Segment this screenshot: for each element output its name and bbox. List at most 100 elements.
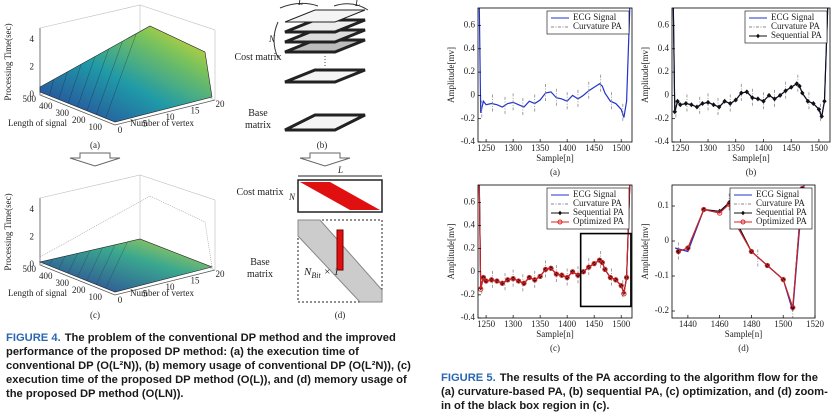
surface — [38, 238, 213, 293]
y-tick-label: 0.6 — [464, 196, 476, 206]
optimized-marker — [599, 259, 605, 266]
x-tick-label: 1250 — [477, 319, 496, 329]
x-tick-label: 20 — [216, 99, 226, 109]
sequential-marker — [683, 101, 689, 107]
y-tick-label: 0.4 — [464, 220, 476, 230]
surface-mesh — [58, 256, 66, 270]
z-tick-label: 0 — [30, 89, 35, 99]
x-tick-label: 10 — [166, 282, 176, 292]
y-axis-label: Amplitude[mv] — [640, 224, 650, 280]
matrix-dim: L — [337, 165, 343, 175]
x-axis-label: Sample[n] — [732, 153, 770, 163]
sequential-marker — [822, 98, 827, 104]
base-matrix — [284, 113, 366, 132]
y-tick-label: 300 — [56, 278, 70, 288]
sequential-marker — [694, 104, 700, 110]
optimized-marker — [607, 274, 614, 281]
y-tick-label: 100 — [89, 292, 103, 302]
optimized-marker — [542, 266, 549, 273]
figure-4-caption: FIGURE 4. The problem of the conventional… — [6, 331, 416, 401]
figure-5-caption: FIGURE 5. The results of the PA according… — [441, 371, 833, 413]
sequential-marker — [716, 104, 722, 110]
sequential-marker — [678, 102, 683, 108]
x-tick-label: 1250 — [477, 143, 496, 153]
legend-marker — [740, 219, 746, 225]
legend-label: ECG Signal — [756, 189, 800, 199]
x-axis-label: Sample[n] — [536, 329, 574, 339]
x-tick-label: 1400 — [558, 319, 577, 329]
sequential-marker — [700, 101, 705, 107]
optimized-marker — [602, 266, 608, 273]
y-tick-label: -0.2 — [461, 289, 475, 299]
surface-mesh — [86, 247, 103, 281]
panel-label: (a) — [90, 140, 100, 150]
optimized-marker — [586, 264, 592, 270]
legend-marker — [557, 219, 563, 225]
y-axis-label: Amplitude[mv] — [446, 47, 456, 103]
legend-label: Sequential PA — [573, 207, 624, 217]
y-tick-label: 200 — [72, 285, 86, 295]
y-tick-label: -0.2 — [461, 113, 475, 123]
y-tick-label: 0.2 — [464, 243, 475, 253]
optimized-marker — [478, 286, 484, 292]
optimized-marker — [553, 271, 560, 277]
optimized-marker — [701, 206, 707, 213]
surface-mesh — [49, 259, 53, 266]
y-axis-label: Length of signal — [8, 118, 67, 128]
surface — [39, 25, 213, 123]
axes-frame — [671, 7, 831, 143]
axis-frame — [139, 4, 216, 100]
nbit-label: NBit × 1 — [304, 266, 339, 280]
x-tick-label: 1500 — [612, 143, 631, 153]
optimized-marker — [526, 274, 532, 281]
sequential-marker — [811, 101, 816, 107]
y-tick-label: 0.4 — [658, 43, 670, 53]
z-tick-label: 4 — [30, 34, 35, 44]
x-tick-label: 1300 — [699, 143, 718, 153]
cost-matrix-stack — [273, 2, 369, 84]
y-tick-label: 0.2 — [658, 66, 669, 76]
optimized-marker — [790, 304, 796, 311]
x-tick-label: 1450 — [782, 143, 801, 153]
y-tick-label: -0.4 — [461, 312, 476, 322]
caption-text: The results of the PA according to the a… — [441, 372, 828, 412]
x-tick-label: 1480 — [742, 319, 761, 329]
cost-matrix-compact — [297, 175, 383, 213]
base-matrix-compact — [297, 219, 383, 303]
sequential-marker — [772, 96, 777, 102]
axis-frame — [139, 174, 216, 270]
x-tick-label: 1500 — [810, 143, 829, 153]
matrix-dim: N — [268, 34, 276, 44]
z-tick-label: 2 — [30, 62, 35, 72]
surface-mesh — [58, 71, 68, 100]
x-axis-label: Number of vertex — [130, 118, 194, 128]
legend-marker — [756, 33, 760, 39]
x-axis-label: Sample[n] — [536, 153, 574, 163]
x-tick-label: 0 — [118, 125, 123, 135]
optimized-marker — [548, 265, 554, 271]
nbit-base: N — [304, 266, 312, 278]
optimized-marker — [748, 248, 755, 255]
z-tick-label: 2 — [30, 232, 35, 242]
plot-area — [672, 8, 829, 122]
optimized-marker — [510, 276, 516, 282]
x-tick-label: 15 — [191, 106, 201, 116]
legend-label: Curvature PA — [771, 21, 820, 31]
caption-label: FIGURE 5. — [441, 372, 496, 384]
sequential-marker — [675, 98, 680, 104]
x-tick-label: 1400 — [558, 143, 577, 153]
y-tick-label: 0.6 — [658, 20, 670, 30]
base-label: Base matrix — [246, 257, 274, 280]
cost-label: Cost matrix — [236, 187, 284, 198]
y-tick-label: 100 — [89, 122, 103, 132]
plot-area — [478, 8, 631, 122]
surface-mesh — [96, 244, 116, 285]
optimized-marker — [618, 282, 624, 289]
sequential-marker — [727, 200, 732, 205]
optimized-marker — [675, 248, 682, 255]
optimized-marker — [569, 269, 576, 275]
optimized-marker — [685, 245, 691, 251]
optimized-marker — [613, 277, 619, 283]
legend-box — [546, 10, 630, 35]
